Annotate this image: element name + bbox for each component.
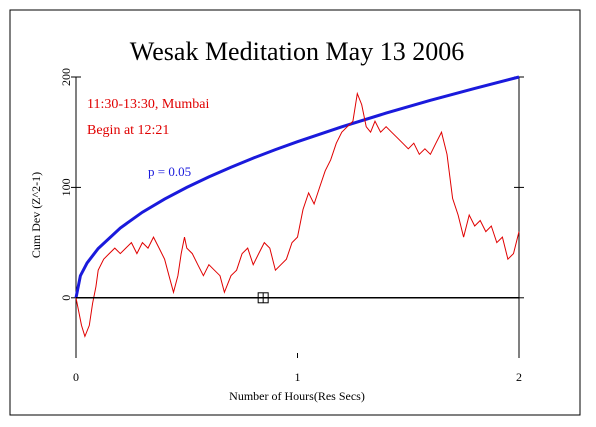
x-tick-label: 2 <box>516 370 522 384</box>
y-tick-label: 200 <box>59 68 73 86</box>
annotation: Begin at 12:21 <box>87 123 169 138</box>
y-tick-label: 0 <box>59 295 73 301</box>
y-axis-label: Cum Dev (Z^2-1) <box>29 172 43 258</box>
frame <box>9 9 581 416</box>
data-line <box>74 75 520 299</box>
x-axis-label: Number of Hours(Res Secs) <box>229 389 365 403</box>
chart-title: Wesak Meditation May 13 2006 <box>130 37 464 66</box>
data-line <box>75 91 520 338</box>
y-tick-label: 100 <box>59 178 73 196</box>
series-label: p = 0.05 <box>148 164 191 179</box>
x-tick-label: 0 <box>73 370 79 384</box>
x-tick-label: 1 <box>295 370 301 384</box>
annotation: 11:30-13:30, Mumbai <box>87 97 209 112</box>
